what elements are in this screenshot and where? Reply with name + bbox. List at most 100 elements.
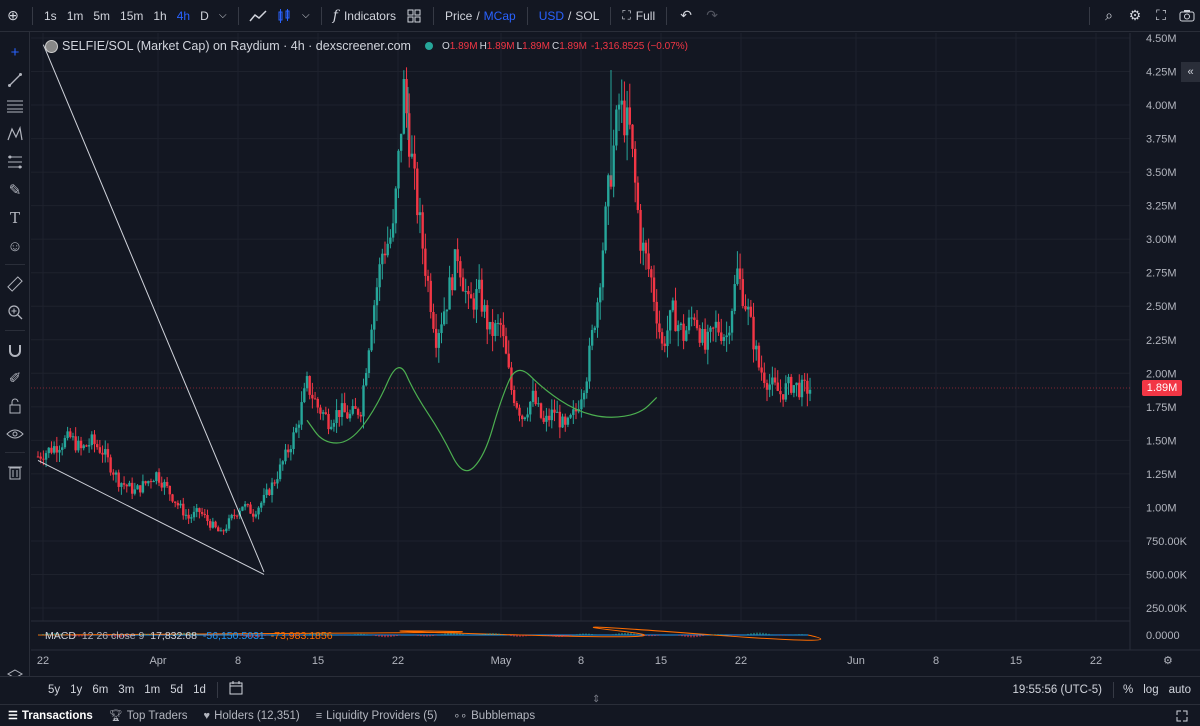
log-toggle[interactable]: log xyxy=(1143,684,1159,696)
collapse-panel-icon[interactable]: « xyxy=(1181,62,1200,82)
candle-body xyxy=(765,382,769,390)
fullscreen-button[interactable]: ⛶ Full xyxy=(617,0,660,32)
candle-body xyxy=(607,175,610,207)
range-1y[interactable]: 1y xyxy=(70,683,83,696)
crosshair-icon[interactable]: + xyxy=(10,43,20,61)
add-symbol-icon[interactable]: ⊕ xyxy=(7,7,19,23)
sol-toggle[interactable]: SOL xyxy=(575,8,600,23)
usd-toggle[interactable]: USD xyxy=(538,8,565,23)
candle-body xyxy=(558,411,562,428)
chevron-down-icon[interactable]: ⌵ xyxy=(218,10,227,21)
mcap-toggle[interactable]: MCap xyxy=(483,8,516,23)
trend-line-icon[interactable] xyxy=(3,68,27,92)
interval-1s[interactable]: 1s xyxy=(44,8,57,23)
interval-15m[interactable]: 15m xyxy=(120,8,144,23)
interval-D[interactable]: D xyxy=(200,8,209,23)
magnet-icon[interactable] xyxy=(3,338,27,362)
divider xyxy=(320,6,322,25)
candle-body xyxy=(636,182,640,210)
tab-top-traders[interactable]: 🏆︎ Top Traders xyxy=(101,709,196,723)
bottom-tabs: ☰ Transactions 🏆︎ Top Traders ♥ Holders (12… xyxy=(0,704,1200,726)
tab-transactions[interactable]: ☰ Transactions xyxy=(0,709,101,723)
legend-close-value: 1.89M xyxy=(559,40,587,52)
fullscreen-icon[interactable]: ⛶ xyxy=(1156,7,1166,23)
trash-icon[interactable] xyxy=(3,460,27,484)
candle-body xyxy=(529,401,532,415)
time-tick-label: 8 xyxy=(578,655,584,667)
lock-drawing-icon[interactable]: ✐ xyxy=(8,370,22,387)
range-5y[interactable]: 5y xyxy=(48,683,61,696)
price-tick-label: 4.50M xyxy=(1146,33,1177,45)
clock-timezone[interactable]: 19:55:56 (UTC-5) xyxy=(1012,684,1103,696)
candle-body xyxy=(566,417,570,425)
interval-1h[interactable]: 1h xyxy=(153,8,167,23)
legend-title[interactable]: SELFIE/SOL (Market Cap) on Raydium · 4h … xyxy=(62,39,411,53)
price-chart[interactable]: 4.50M 4.25M 4.00M 3.75M 3.50M 3.25M 3.00M 2.75M… xyxy=(31,33,1200,676)
price-toggle[interactable]: Price xyxy=(444,8,473,23)
candle-body xyxy=(206,514,209,522)
price-tick-label: 500.00K xyxy=(1146,569,1188,581)
price-tick-label: 1.00M xyxy=(1146,502,1177,514)
candle-body xyxy=(800,379,804,398)
range-3m[interactable]: 3m xyxy=(118,683,135,696)
brush-icon[interactable]: ✎ xyxy=(8,182,22,199)
redo-icon[interactable]: ↷ xyxy=(706,7,718,23)
currency-toggle[interactable]: USD / SOL xyxy=(534,0,605,32)
candle-chart-icon[interactable] xyxy=(271,0,297,32)
zoom-in-icon[interactable] xyxy=(3,300,27,324)
token-avatar-icon[interactable] xyxy=(45,39,58,53)
macd-legend[interactable]: MACD 12 26 close 9 17,832.68 -56,150.503… xyxy=(45,630,333,642)
trend-line xyxy=(42,44,265,572)
candle-body xyxy=(394,188,397,224)
percent-toggle[interactable]: % xyxy=(1123,684,1134,696)
layout-grid-icon[interactable] xyxy=(401,0,427,32)
interval-4h[interactable]: 4h xyxy=(176,8,191,23)
ruler-icon[interactable] xyxy=(3,272,27,296)
eye-icon[interactable] xyxy=(3,422,27,446)
emoji-icon[interactable]: ☺ xyxy=(7,237,23,255)
pattern-icon[interactable] xyxy=(3,122,27,146)
tab-label: Top Traders xyxy=(126,709,188,722)
bubbles-icon: ∘∘ xyxy=(453,710,468,722)
calendar-icon[interactable] xyxy=(224,681,248,698)
candle-body xyxy=(521,415,524,420)
divider xyxy=(526,6,528,25)
candle-body xyxy=(746,306,750,310)
resize-handle-icon[interactable]: ⇕ xyxy=(592,694,601,705)
macd-axis-label: 0.0000 xyxy=(1146,630,1180,642)
fib-retracement-icon[interactable] xyxy=(3,94,27,118)
candle-body xyxy=(593,327,597,330)
candle-body xyxy=(268,489,271,495)
camera-icon[interactable] xyxy=(1174,0,1200,32)
quick-search-icon[interactable]: ⌕ xyxy=(1105,7,1113,23)
lock-icon[interactable] xyxy=(3,394,27,418)
candle-body xyxy=(313,398,317,400)
candle-body xyxy=(437,333,441,348)
forecast-icon[interactable] xyxy=(3,150,27,174)
interval-1m[interactable]: 1m xyxy=(66,8,84,23)
interval-5m[interactable]: 5m xyxy=(93,8,111,23)
candle-body xyxy=(157,472,161,483)
candle-body xyxy=(448,277,451,310)
candle-body xyxy=(459,261,462,278)
undo-icon[interactable]: ↶ xyxy=(680,7,692,23)
range-1m[interactable]: 1m xyxy=(144,683,161,696)
tab-liquidity-providers[interactable]: ≡ Liquidity Providers (5) xyxy=(308,710,446,722)
indicators-button[interactable]: f Indicators xyxy=(328,0,401,32)
range-1d[interactable]: 1d xyxy=(193,683,206,696)
price-mcap-toggle[interactable]: Price / MCap xyxy=(440,0,521,32)
tab-holders[interactable]: ♥ Holders (12,351) xyxy=(196,710,308,722)
line-chart-icon[interactable] xyxy=(245,0,271,32)
text-icon[interactable]: T xyxy=(9,209,20,227)
range-6m[interactable]: 6m xyxy=(92,683,109,696)
expand-panel-icon[interactable] xyxy=(1176,705,1188,726)
candle-body xyxy=(682,323,685,341)
gear-icon[interactable]: ⚙ xyxy=(1128,7,1142,23)
candle-body xyxy=(176,502,180,506)
candle-body xyxy=(432,312,435,329)
tab-bubblemaps[interactable]: ∘∘ Bubblemaps xyxy=(445,709,543,723)
candle-body xyxy=(502,324,505,337)
range-5d[interactable]: 5d xyxy=(170,683,184,696)
chevron-down-icon[interactable]: ⌵ xyxy=(301,10,310,21)
auto-toggle[interactable]: auto xyxy=(1168,684,1191,696)
